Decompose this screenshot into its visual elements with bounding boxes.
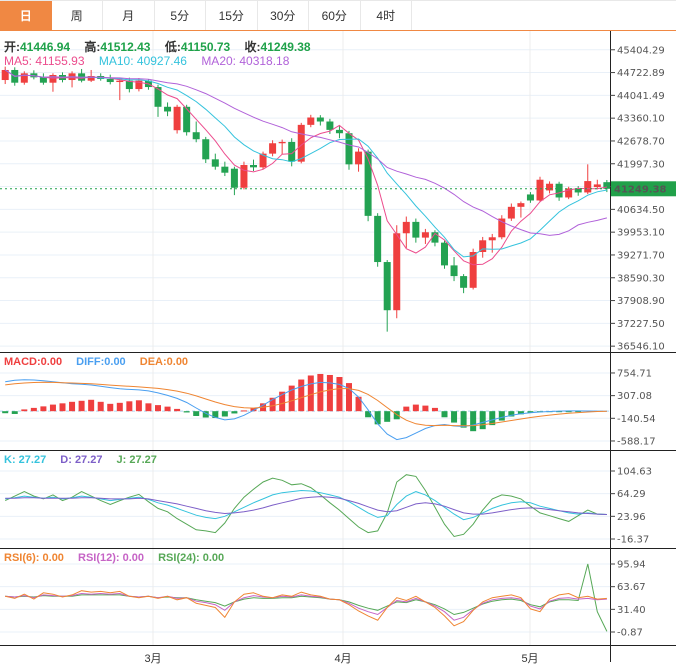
tab-week[interactable]: 周 bbox=[51, 1, 103, 30]
tab-month[interactable]: 月 bbox=[103, 1, 155, 30]
svg-text:43360.10: 43360.10 bbox=[617, 114, 665, 125]
tab-day[interactable]: 日 bbox=[0, 1, 52, 30]
svg-text:39953.10: 39953.10 bbox=[617, 228, 665, 239]
tab-15min[interactable]: 15分 bbox=[206, 1, 258, 30]
tab-5min[interactable]: 5分 bbox=[154, 1, 206, 30]
month-label-march: 3月 bbox=[144, 653, 162, 665]
tab-30min[interactable]: 30分 bbox=[257, 1, 309, 30]
price-chart-panel[interactable]: 45404.29 44722.89 44041.49 43360.10 42678.70… bbox=[0, 31, 676, 353]
svg-text:31.40: 31.40 bbox=[617, 605, 646, 616]
svg-text:41997.30: 41997.30 bbox=[617, 159, 665, 170]
macd-panel[interactable]: 754.71 307.08 -140.54 -588.17 bbox=[0, 353, 676, 451]
svg-text:95.94: 95.94 bbox=[617, 560, 646, 571]
svg-text:45404.29: 45404.29 bbox=[617, 45, 665, 56]
timeframe-tabbar: 日 周 月 5分 15分 30分 60分 4时 bbox=[0, 0, 676, 31]
svg-text:38590.30: 38590.30 bbox=[617, 273, 665, 284]
svg-text:754.71: 754.71 bbox=[617, 368, 652, 379]
svg-text:23.96: 23.96 bbox=[617, 512, 646, 523]
svg-text:-588.17: -588.17 bbox=[617, 436, 656, 447]
svg-text:42678.70: 42678.70 bbox=[617, 136, 665, 147]
svg-text:63.67: 63.67 bbox=[617, 582, 646, 593]
axis-divider bbox=[610, 646, 611, 662]
svg-text:44041.49: 44041.49 bbox=[617, 91, 665, 102]
svg-text:40634.50: 40634.50 bbox=[617, 205, 665, 216]
rsi-panel[interactable]: 95.94 63.67 31.40 -0.87 bbox=[0, 549, 676, 646]
svg-text:44722.89: 44722.89 bbox=[617, 68, 665, 79]
x-axis-band: 3月 4月 5月 bbox=[0, 646, 676, 668]
svg-text:104.63: 104.63 bbox=[617, 466, 652, 477]
svg-text:39271.70: 39271.70 bbox=[617, 250, 665, 261]
svg-text:-0.87: -0.87 bbox=[617, 628, 643, 639]
kdj-panel[interactable]: 104.63 64.29 23.96 -16.37 bbox=[0, 451, 676, 549]
svg-text:36546.10: 36546.10 bbox=[617, 342, 665, 353]
tab-4hour[interactable]: 4时 bbox=[360, 1, 412, 30]
svg-text:41249.38: 41249.38 bbox=[614, 184, 667, 195]
chart-area: 45404.29 44722.89 44041.49 43360.10 42678.70… bbox=[0, 31, 676, 668]
svg-text:37227.50: 37227.50 bbox=[617, 319, 665, 330]
month-label-may: 5月 bbox=[521, 653, 539, 665]
svg-text:37908.90: 37908.90 bbox=[617, 296, 665, 307]
tab-60min[interactable]: 60分 bbox=[309, 1, 361, 30]
month-label-april: 4月 bbox=[334, 653, 352, 665]
svg-text:-16.37: -16.37 bbox=[617, 534, 649, 545]
svg-text:64.29: 64.29 bbox=[617, 489, 646, 500]
svg-text:307.08: 307.08 bbox=[617, 391, 652, 402]
svg-text:-140.54: -140.54 bbox=[617, 414, 656, 425]
